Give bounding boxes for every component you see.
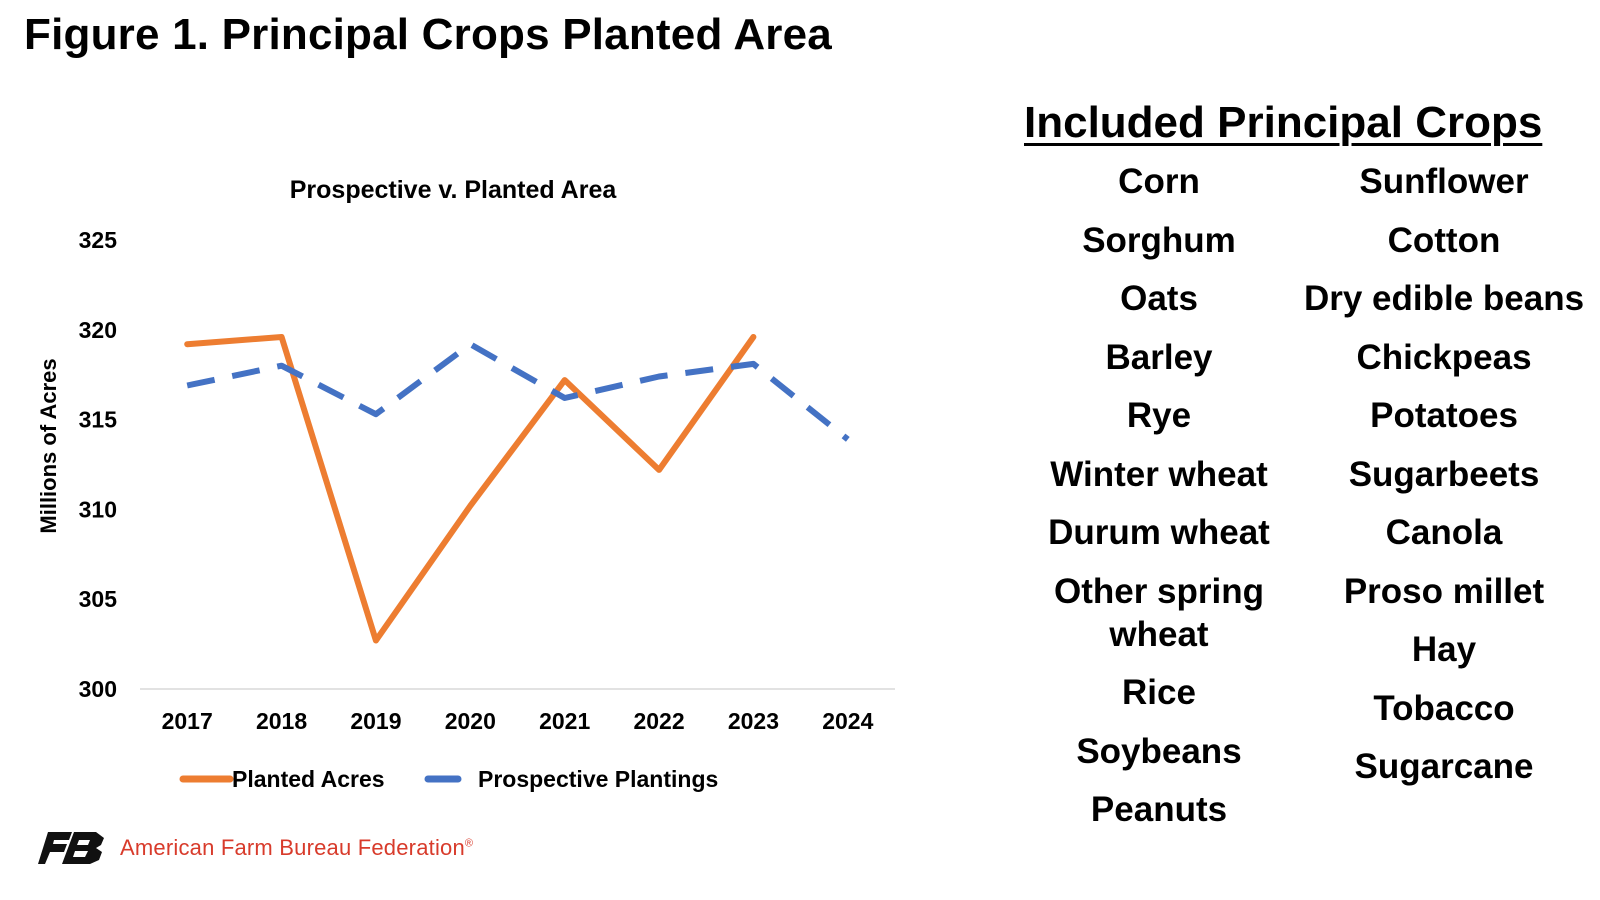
series-line-prospective-plantings (186, 341, 850, 442)
crops-panel-title: Included Principal Crops (1024, 98, 1543, 147)
right-crop-item: Tobacco (1373, 688, 1515, 728)
y-tick-label: 305 (79, 586, 118, 612)
chart-legend: Planted Acres Prospective Plantings (179, 766, 718, 792)
x-tick-label: 2022 (633, 708, 684, 734)
left-crop-item: Barley (1105, 337, 1213, 377)
org-name-text: American Farm Bureau Federation (120, 835, 465, 860)
footer: American Farm Bureau Federation® (38, 830, 473, 866)
chart-title: Prospective v. Planted Area (290, 176, 618, 204)
right-crop-item: Hay (1411, 630, 1477, 669)
org-name: American Farm Bureau Federation® (120, 835, 473, 861)
right-crop-item: Sugarbeets (1348, 454, 1540, 494)
legend-label: Planted Acres (232, 766, 385, 792)
y-tick-label: 300 (79, 676, 117, 702)
afbf-logo-icon (38, 830, 106, 866)
series-line-planted-acres (184, 334, 757, 644)
left-crop-item: Durum wheat (1048, 513, 1270, 552)
left-crop-item: Sorghum (1082, 220, 1236, 260)
right-crop-item: Dry edible beans (1303, 279, 1585, 318)
left-crop-item: Winter wheat (1050, 454, 1268, 494)
left-crop-item: Soybeans (1076, 731, 1242, 771)
registered-mark: ® (464, 837, 474, 850)
line-chart: Prospective v. Planted Area Millions of … (36, 176, 895, 792)
right-crop-item: Proso millet (1343, 571, 1545, 611)
x-tick-label: 2023 (728, 708, 779, 734)
y-axis-label: Millions of Acres (36, 358, 61, 533)
left-crop-item: Rye (1126, 396, 1192, 435)
y-tick-label: 325 (79, 227, 118, 253)
x-tick-label: 2020 (445, 708, 496, 734)
x-tick-label: 2021 (539, 708, 590, 734)
left-crop-item: Corn (1118, 162, 1200, 201)
y-tick-label: 320 (79, 317, 117, 343)
right-crop-item: Sugarcane (1354, 747, 1534, 786)
x-tick-label: 2017 (162, 708, 213, 734)
y-tick-label: 315 (79, 407, 118, 433)
x-tick-label: 2018 (256, 708, 307, 734)
crops-right-column: Sunflower Cotton Dry edible beans Chickpeas… (1294, 160, 1594, 804)
crops-left-column: Corn Sorghum Oats Barley Rye Winter wheat Duru… (1009, 160, 1309, 847)
right-crop-item: Potatoes (1370, 396, 1518, 435)
right-crop-item: Cotton (1387, 220, 1501, 260)
right-crop-item: Sunflower (1359, 162, 1529, 201)
y-axis-ticks: 300 305 310 315 320 325 (79, 227, 118, 702)
x-axis-ticks: 2017 2018 2019 2020 2021 2022 2023 2024 (162, 708, 874, 734)
x-tick-label: 2019 (350, 708, 401, 734)
right-crop-item: Canola (1385, 513, 1503, 552)
series-layer (184, 334, 850, 644)
left-crop-item: Oats (1120, 279, 1198, 318)
x-tick-label: 2024 (822, 708, 873, 734)
legend-label: Prospective Plantings (478, 766, 718, 792)
left-crop-item: Other spring wheat (1053, 571, 1265, 654)
left-crop-item: Rice (1122, 673, 1196, 712)
y-tick-label: 310 (79, 496, 117, 522)
figure-title: Figure 1. Principal Crops Planted Area (24, 10, 832, 59)
right-crop-item: Chickpeas (1356, 337, 1532, 377)
left-crop-item: Peanuts (1090, 790, 1228, 829)
